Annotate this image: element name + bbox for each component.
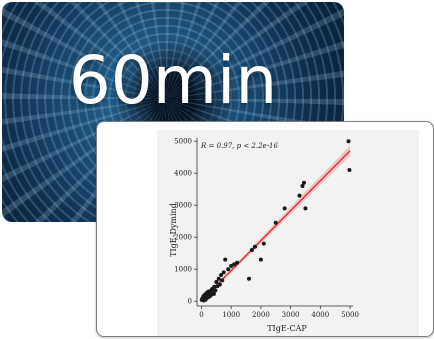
data-point (300, 184, 305, 188)
y-tick-label: 0 (188, 298, 192, 306)
chart-card: 0 1000 2000 3000 4000 5000 0 1000 2000 3000 4000 50… (96, 121, 434, 337)
banner-title: 60min (68, 42, 278, 119)
data-point (249, 248, 254, 252)
data-point (226, 267, 231, 272)
data-point (221, 270, 226, 275)
data-point (282, 206, 287, 211)
y-tick-label: 1000 (174, 266, 192, 274)
data-point (219, 272, 224, 277)
x-tick-label: 4000 (311, 311, 329, 319)
data-point (347, 168, 352, 172)
x-tick-label: 3000 (282, 311, 300, 319)
data-point (297, 193, 302, 198)
correlation-annotation: R = 0.97, p < 2.2e-16 (200, 142, 279, 150)
x-tick-label: 0 (199, 311, 203, 319)
data-point (247, 276, 251, 281)
data-point (229, 264, 234, 268)
y-tick-label: 2000 (174, 234, 192, 242)
data-point (261, 241, 266, 246)
data-point (252, 244, 257, 249)
banner-image: 60min (2, 2, 344, 222)
data-point (273, 220, 278, 225)
data-point (213, 288, 218, 293)
data-point (235, 260, 240, 265)
y-tick-label: 5000 (174, 138, 192, 146)
data-point (216, 276, 221, 281)
data-point (258, 257, 263, 262)
data-point (220, 278, 225, 283)
data-point (212, 284, 217, 289)
data-point (217, 282, 222, 287)
data-point (346, 139, 351, 144)
plot-background (157, 130, 419, 336)
data-point (301, 180, 306, 185)
data-point (232, 262, 237, 267)
y-axis-title: TIgE-Dymind (169, 203, 178, 257)
scatter-chart: 0 1000 2000 3000 4000 5000 0 1000 2000 3000 4000 50… (169, 138, 359, 333)
x-axis-title: TIgE-CAP (267, 324, 307, 333)
data-point (303, 206, 308, 211)
x-tick-label: 2000 (252, 311, 270, 319)
fit-line (201, 150, 351, 301)
data-point (214, 280, 219, 284)
data-point (223, 257, 228, 262)
y-tick-label: 4000 (174, 170, 192, 178)
x-tick-label: 5000 (341, 311, 359, 319)
data-point (207, 294, 212, 299)
data-point (211, 291, 216, 296)
x-tick-label: 1000 (222, 311, 240, 319)
y-tick-label: 3000 (174, 202, 192, 210)
